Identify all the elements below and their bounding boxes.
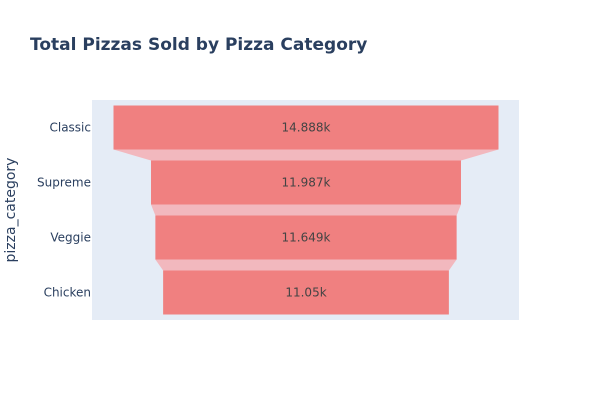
category-tick-labels: Classic Supreme Veggie Chicken [37, 121, 91, 300]
value-label: 11.987k [282, 176, 331, 190]
value-label: 11.05k [285, 286, 326, 300]
category-tick-label: Classic [49, 121, 91, 135]
funnel-bar-chicken [163, 270, 449, 315]
funnel-connectors [113, 149, 499, 271]
funnel-bar-supreme [151, 160, 461, 205]
y-axis-label: pizza_category [3, 158, 19, 263]
funnel-bar-veggie [155, 215, 457, 260]
category-tick-label: Veggie [50, 231, 91, 245]
funnel-bars [113, 105, 499, 315]
value-label: 11.649k [282, 231, 331, 245]
funnel-connector [155, 259, 457, 271]
funnel-bar-classic [113, 105, 499, 150]
category-tick-label: Chicken [44, 286, 91, 300]
chart-title: Total Pizzas Sold by Pizza Category [30, 35, 367, 55]
funnel-connector [113, 149, 499, 161]
funnel-connector [151, 204, 461, 216]
value-label: 14.888k [282, 121, 331, 135]
value-labels: 14.888k 11.987k 11.649k 11.05k [282, 121, 331, 300]
category-tick-label: Supreme [37, 176, 91, 190]
